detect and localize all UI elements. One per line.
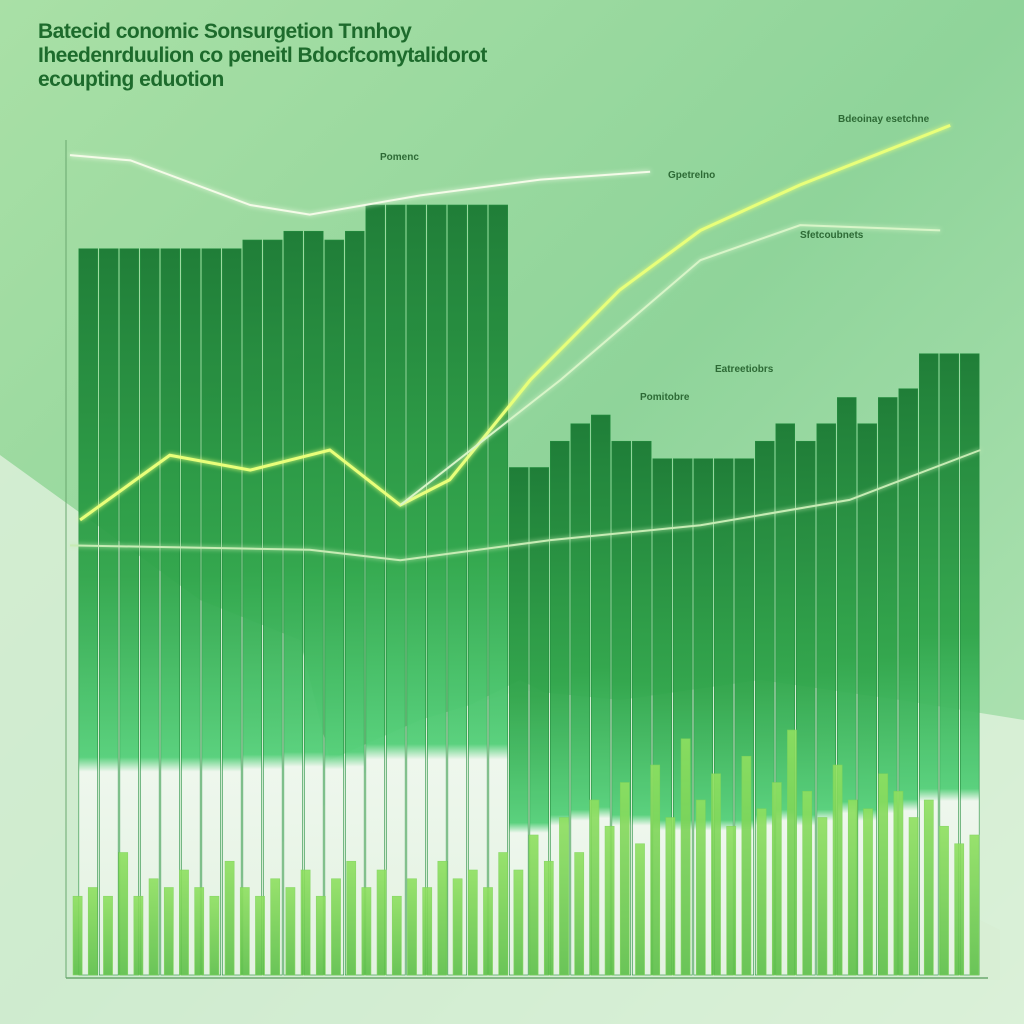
bar: [346, 860, 357, 976]
bar: [386, 204, 406, 976]
bar: [711, 773, 721, 976]
bar: [224, 860, 235, 976]
annotation: Gpetrelno: [668, 170, 715, 181]
bar: [263, 239, 283, 976]
bar: [969, 834, 980, 976]
bar: [118, 852, 129, 976]
line-series: [69, 154, 651, 216]
bar: [406, 204, 426, 976]
bar: [939, 825, 949, 976]
bar: [604, 825, 615, 976]
bar: [407, 878, 417, 976]
annotation: Pomenc: [380, 152, 419, 163]
bar: [119, 248, 139, 976]
bar: [285, 887, 296, 976]
bar: [133, 895, 144, 976]
bar: [270, 878, 281, 976]
bar: [376, 869, 387, 976]
bar: [87, 887, 98, 976]
chart-subtitle: Iheedenrduulion co peneitl Bdocfcomytali…: [38, 44, 487, 67]
bar: [771, 782, 782, 976]
line-series: [399, 224, 941, 506]
bar: [513, 869, 524, 976]
chart-caption: ecoupting eduotion: [38, 68, 224, 91]
bar: [163, 887, 174, 976]
bar: [787, 729, 797, 976]
bar: [194, 887, 205, 976]
bar: [756, 808, 767, 976]
annotation: Pomitobre: [640, 392, 690, 403]
bar: [908, 817, 919, 976]
bar: [468, 204, 488, 976]
bar: [741, 755, 752, 976]
bar: [483, 887, 493, 976]
bar: [543, 860, 554, 976]
bar: [422, 887, 433, 976]
bar: [181, 248, 201, 976]
bar: [452, 878, 463, 976]
bar: [437, 860, 448, 976]
bar: [239, 887, 250, 976]
bar: [242, 239, 262, 976]
bar: [832, 764, 843, 976]
annotation: Eatreetiobrs: [715, 364, 774, 375]
bar: [209, 895, 220, 976]
bar: [954, 843, 965, 976]
bar: [447, 204, 467, 976]
bar: [726, 825, 737, 976]
bar: [304, 230, 324, 976]
bar: [939, 353, 959, 976]
bar: [78, 248, 98, 976]
bar: [817, 817, 828, 976]
bar: [331, 878, 341, 976]
bar: [467, 869, 478, 976]
annotation: Bdeoinay esetchne: [838, 114, 930, 125]
bar: [650, 764, 661, 976]
bar: [427, 204, 447, 976]
bar: [160, 248, 180, 976]
bar: [140, 248, 160, 976]
bar: [559, 817, 569, 976]
bar: [324, 239, 344, 976]
bar: [365, 204, 385, 976]
bar: [99, 248, 119, 976]
bar: [893, 790, 904, 976]
bar: [72, 895, 83, 976]
bar: [589, 799, 600, 976]
bar: [148, 878, 159, 976]
bar: [179, 869, 189, 976]
bar: [574, 852, 585, 976]
bar: [103, 895, 113, 976]
annotation: Sfetcoubnets: [800, 230, 864, 241]
bar: [300, 869, 311, 976]
line-series: [79, 123, 951, 522]
bar: [528, 834, 539, 976]
bar: [802, 790, 813, 976]
chart-title: Batecid conomic Sonsurgetion Tnnhoy: [38, 20, 412, 43]
bar: [665, 817, 676, 976]
bar: [201, 248, 221, 976]
bar: [680, 738, 691, 976]
bar: [498, 852, 509, 976]
bar: [695, 799, 706, 976]
bar: [635, 843, 645, 976]
bar: [488, 204, 508, 976]
bar: [391, 895, 402, 976]
bar: [847, 799, 858, 976]
bar: [619, 782, 630, 976]
bar: [923, 799, 934, 976]
bar: [283, 230, 303, 976]
bar: [863, 808, 873, 976]
line-series: [69, 449, 981, 562]
bar: [361, 887, 372, 976]
bar: [255, 895, 265, 976]
bar: [315, 895, 326, 976]
bar: [878, 773, 889, 976]
